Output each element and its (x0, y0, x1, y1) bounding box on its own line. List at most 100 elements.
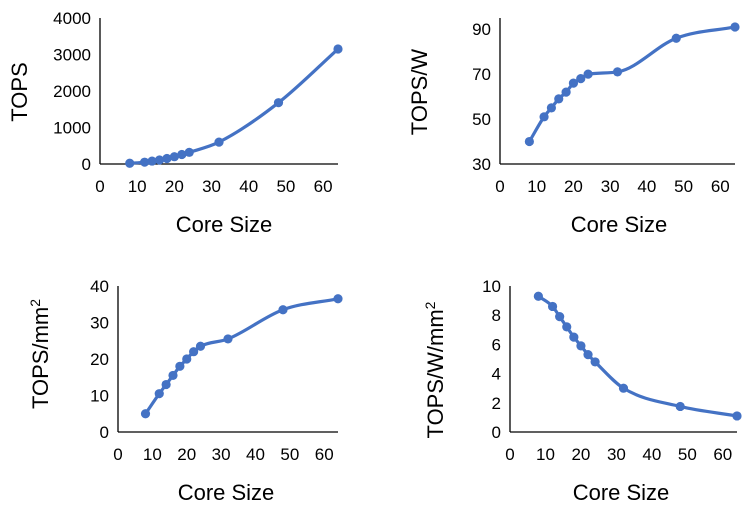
x-tick-label: 0 (505, 445, 514, 464)
x-tick-label: 10 (536, 445, 555, 464)
data-point (546, 103, 557, 113)
y-tick-label: 3000 (53, 46, 91, 65)
x-tick-label: 50 (674, 177, 693, 196)
x-tick-label: 60 (711, 177, 730, 196)
y-tick-label: 10 (90, 387, 109, 406)
data-point (539, 112, 549, 122)
panel-tops-per-watt-per-mm2: 0 10 20 30 40 50 60 0 2 4 6 8 10 Core Size TOPS/W/m… (422, 277, 742, 505)
y-axis-label: TOPS (7, 62, 32, 122)
data-point (561, 87, 571, 97)
data-point (182, 354, 192, 364)
x-tick-label: 0 (113, 445, 122, 464)
x-tick-label: 30 (202, 177, 221, 196)
series-line (527, 25, 737, 144)
y-tick-label: 4000 (53, 9, 91, 28)
y-tick-label: 6 (492, 335, 501, 354)
data-point (533, 291, 543, 301)
series-line (143, 297, 340, 416)
data-point (140, 157, 150, 167)
x-tick-label: 10 (143, 445, 162, 464)
x-tick-label: 20 (564, 177, 583, 196)
x-axis-label: Core Size (178, 480, 275, 505)
series-line (128, 47, 340, 165)
x-tick-label: 10 (527, 177, 546, 196)
data-point (671, 33, 681, 43)
x-tick-label: 40 (642, 445, 661, 464)
y-axis-label-superscript: 2 (422, 301, 438, 309)
data-point (555, 312, 565, 322)
x-tick-label: 30 (607, 445, 626, 464)
data-point (524, 136, 534, 147)
y-axis-label-superscript: 2 (27, 299, 43, 307)
x-tick-label: 20 (571, 445, 590, 464)
data-point (333, 294, 343, 304)
data-point (161, 379, 171, 390)
y-tick-label: 30 (472, 155, 491, 174)
y-tick-label: 30 (90, 314, 109, 333)
panel-tops-per-mm2: 0 10 20 30 40 50 60 0 10 20 30 40 Core Size TOPS/m… (27, 277, 343, 505)
x-tick-label: 50 (280, 445, 299, 464)
data-point (162, 153, 172, 164)
data-point (140, 409, 151, 419)
data-point (562, 322, 572, 332)
data-point (576, 74, 586, 84)
x-tick-label: 40 (246, 445, 265, 464)
data-point (189, 347, 199, 357)
x-tick-label: 40 (239, 177, 258, 196)
x-tick-label: 60 (314, 177, 333, 196)
y-tick-label: 4 (492, 365, 501, 384)
data-point (730, 22, 740, 32)
x-tick-label: 60 (713, 445, 732, 464)
y-axis-label-text: TOPS/mm (28, 307, 53, 409)
data-point (169, 152, 179, 162)
data-point (154, 155, 165, 165)
data-point (547, 301, 558, 312)
x-tick-label: 50 (678, 445, 697, 464)
data-point (590, 357, 600, 367)
data-point (177, 149, 187, 160)
data-point (568, 78, 579, 88)
x-tick-label: 50 (276, 177, 295, 196)
y-tick-label: 0 (100, 423, 109, 442)
x-axis-label: Core Size (573, 480, 670, 505)
x-tick-label: 10 (128, 177, 147, 196)
data-point (184, 147, 194, 157)
data-point (583, 350, 593, 360)
y-tick-label: 40 (90, 277, 109, 296)
y-tick-label: 2 (492, 394, 501, 413)
x-tick-label: 0 (95, 177, 104, 196)
y-tick-label: 2000 (53, 82, 91, 101)
x-tick-label: 0 (495, 177, 504, 196)
panel-tops-per-watt: 0 10 20 30 40 50 60 30 50 70 90 Core Size TOPS/W (407, 18, 740, 237)
x-axis-label: Core Size (571, 212, 668, 237)
data-point (214, 137, 224, 147)
y-tick-label: 50 (472, 110, 491, 129)
x-axis-label: Core Size (176, 212, 273, 237)
series-line (536, 294, 739, 418)
x-tick-label: 30 (212, 445, 231, 464)
y-axis-label-text: TOPS/W/mm (423, 309, 448, 438)
data-point (583, 69, 593, 79)
y-axis-label: TOPS/W/mm2 (422, 301, 448, 438)
y-axis-label: TOPS/mm2 (27, 299, 53, 409)
data-point (168, 370, 178, 381)
data-point (612, 67, 623, 77)
x-tick-label: 20 (165, 177, 184, 196)
y-tick-label: 8 (492, 306, 501, 325)
panel-tops: 0 10 20 30 40 50 60 0 1000 2000 3000 4000 Core Siz… (7, 9, 343, 237)
data-point (569, 332, 579, 342)
data-point (175, 361, 185, 371)
y-tick-label: 20 (90, 350, 109, 369)
data-point (154, 389, 164, 399)
data-point (576, 341, 586, 351)
data-point (618, 383, 629, 393)
y-tick-label: 10 (482, 277, 501, 296)
x-tick-label: 20 (177, 445, 196, 464)
y-tick-label: 0 (492, 423, 501, 442)
y-axis-label: TOPS/W (407, 49, 432, 136)
data-point (273, 98, 284, 108)
data-point (223, 334, 233, 344)
data-point (147, 156, 157, 166)
data-point (333, 44, 343, 54)
